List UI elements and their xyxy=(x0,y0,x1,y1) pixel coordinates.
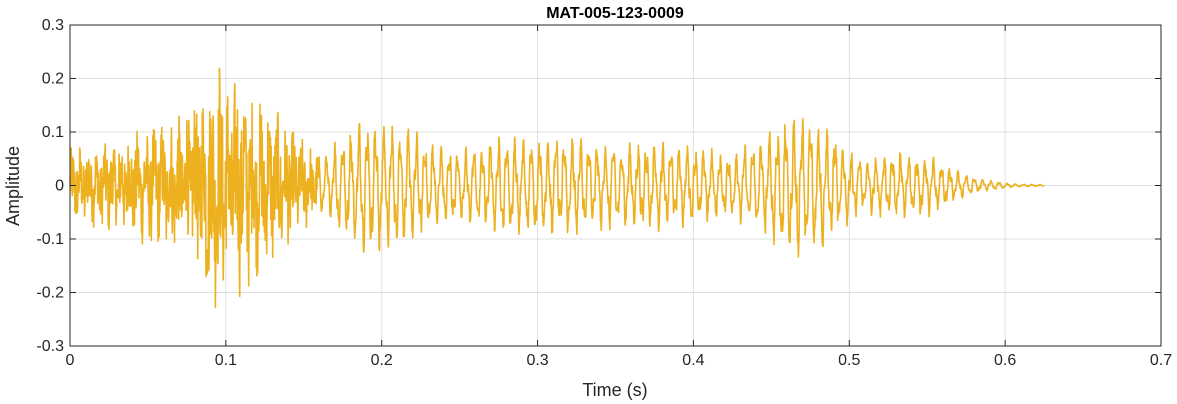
x-tick-label: 0.3 xyxy=(526,352,548,369)
x-tick-label: 0.2 xyxy=(371,352,393,369)
x-tick-label: 0.6 xyxy=(994,352,1016,369)
y-tick-labels: -0.3 -0.2 -0.1 0 0.1 0.2 0.3 xyxy=(36,17,64,355)
y-tick-label: -0.2 xyxy=(36,285,64,302)
chart-title: MAT-005-123-0009 xyxy=(546,5,684,22)
y-tick-label: -0.1 xyxy=(36,231,64,248)
x-tick-labels: 0 0.1 0.2 0.3 0.4 0.5 0.6 0.7 xyxy=(66,352,1173,369)
y-tick-label: 0.1 xyxy=(42,124,64,141)
x-tick-label: 0.5 xyxy=(838,352,860,369)
waveform-line xyxy=(69,67,1045,309)
y-tick-label: 0 xyxy=(55,178,64,195)
x-tick-label: 0 xyxy=(66,352,75,369)
y-tick-label: 0.3 xyxy=(42,17,64,34)
x-tick-label: 0.7 xyxy=(1150,352,1172,369)
x-tick-label: 0.1 xyxy=(215,352,237,369)
x-tick-label: 0.4 xyxy=(682,352,704,369)
x-axis-label: Time (s) xyxy=(582,380,647,400)
y-axis-label: Amplitude xyxy=(3,146,23,226)
y-tick-label: -0.3 xyxy=(36,338,64,355)
tick-marks xyxy=(69,24,1162,347)
y-tick-label: 0.2 xyxy=(42,71,64,88)
